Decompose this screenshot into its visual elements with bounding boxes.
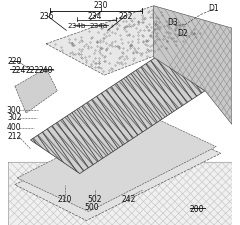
PathPatch shape [30, 58, 205, 174]
Polygon shape [154, 7, 232, 125]
Text: 242: 242 [121, 194, 136, 203]
Polygon shape [46, 7, 210, 76]
Text: 230: 230 [94, 1, 108, 10]
Polygon shape [17, 114, 216, 212]
Text: 224: 224 [12, 65, 26, 74]
Text: 300: 300 [7, 105, 21, 114]
Text: 500: 500 [85, 202, 99, 211]
Text: 234b: 234b [67, 23, 86, 29]
Text: 210: 210 [58, 194, 72, 203]
Text: 400: 400 [7, 123, 21, 132]
Text: 232: 232 [119, 12, 133, 21]
Text: 236: 236 [39, 12, 54, 21]
Text: 220: 220 [8, 57, 22, 66]
Polygon shape [15, 69, 57, 114]
Text: D1: D1 [209, 4, 219, 13]
Text: 240: 240 [39, 65, 54, 74]
Text: 200: 200 [190, 204, 204, 213]
Text: 302: 302 [7, 113, 21, 122]
Text: 212: 212 [7, 131, 21, 140]
Text: D2: D2 [177, 29, 187, 38]
Polygon shape [15, 118, 221, 220]
Text: D3: D3 [167, 18, 178, 27]
Text: 234: 234 [88, 12, 102, 21]
Text: 502: 502 [88, 194, 102, 203]
Text: 222: 222 [26, 65, 40, 74]
Text: 234a: 234a [90, 23, 108, 29]
Polygon shape [8, 163, 232, 225]
Polygon shape [30, 58, 205, 174]
